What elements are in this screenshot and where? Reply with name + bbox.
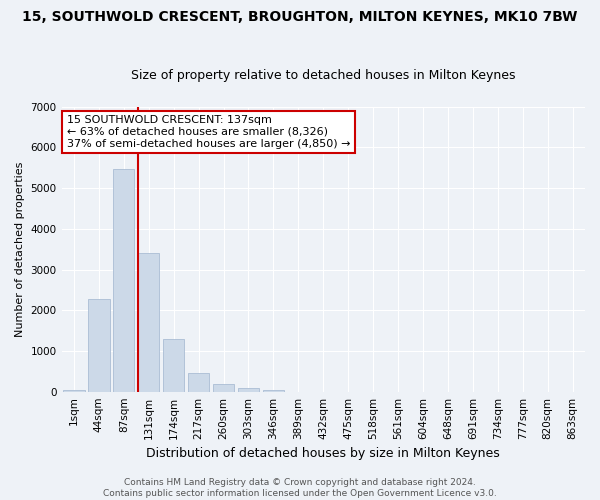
X-axis label: Distribution of detached houses by size in Milton Keynes: Distribution of detached houses by size … xyxy=(146,447,500,460)
Bar xyxy=(163,339,184,392)
Title: Size of property relative to detached houses in Milton Keynes: Size of property relative to detached ho… xyxy=(131,69,515,82)
Bar xyxy=(138,254,160,392)
Bar xyxy=(88,299,110,392)
Bar xyxy=(188,372,209,392)
Bar xyxy=(213,384,234,392)
Bar xyxy=(238,388,259,392)
Text: 15 SOUTHWOLD CRESCENT: 137sqm
← 63% of detached houses are smaller (8,326)
37% o: 15 SOUTHWOLD CRESCENT: 137sqm ← 63% of d… xyxy=(67,116,350,148)
Text: Contains HM Land Registry data © Crown copyright and database right 2024.
Contai: Contains HM Land Registry data © Crown c… xyxy=(103,478,497,498)
Bar xyxy=(113,168,134,392)
Y-axis label: Number of detached properties: Number of detached properties xyxy=(15,162,25,337)
Bar xyxy=(64,390,85,392)
Text: 15, SOUTHWOLD CRESCENT, BROUGHTON, MILTON KEYNES, MK10 7BW: 15, SOUTHWOLD CRESCENT, BROUGHTON, MILTO… xyxy=(22,10,578,24)
Bar xyxy=(263,390,284,392)
